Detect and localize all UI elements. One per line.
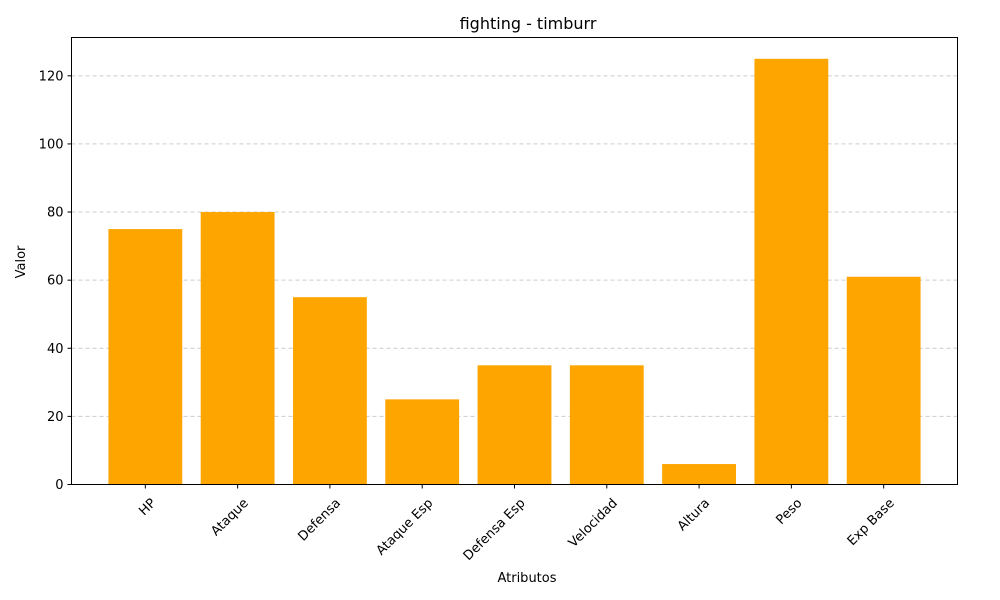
bars [108,58,921,485]
x-axis-label: Atributos [497,571,556,586]
y-axis-label: Valor [14,245,29,278]
y-tick-label: 120 [39,69,64,84]
x-tick-label: Velocidad [566,496,621,551]
bar-altura [662,464,736,485]
bar-peso [754,58,829,485]
bar-hp [108,229,183,485]
y-tick-label: 20 [47,410,64,425]
bar-ataque [200,212,275,485]
y-tick-label: 80 [47,206,64,221]
chart-title: fighting - timburr [460,14,597,33]
bar-exp-base [846,276,921,485]
y-tick-label: 100 [39,137,64,152]
bar-defensa [293,297,367,485]
x-tick-label: Altura [675,496,713,534]
x-tick-label: Exp Base [845,496,898,549]
x-tick-label: Ataque [208,496,251,539]
bar-velocidad [569,365,644,485]
x-tick-label: HP [136,496,159,519]
x-tick-label: Peso [774,496,806,528]
x-tick-label: Defensa [295,496,343,544]
x-tick-label: Ataque Esp [374,496,437,559]
plot-frame [71,37,958,485]
x-tick-label: Defensa Esp [461,496,529,564]
bar-defensa-esp [477,365,552,485]
y-axis-ticks: 0 20 40 60 80 100 120 [39,69,72,493]
bar-ataque-esp [385,399,460,485]
x-axis-ticks: HP Ataque Defensa Ataque Esp Defensa Esp Velo… [136,484,898,564]
y-tick-label: 0 [55,478,63,493]
y-tick-label: 40 [47,342,64,357]
y-tick-label: 60 [47,274,64,289]
